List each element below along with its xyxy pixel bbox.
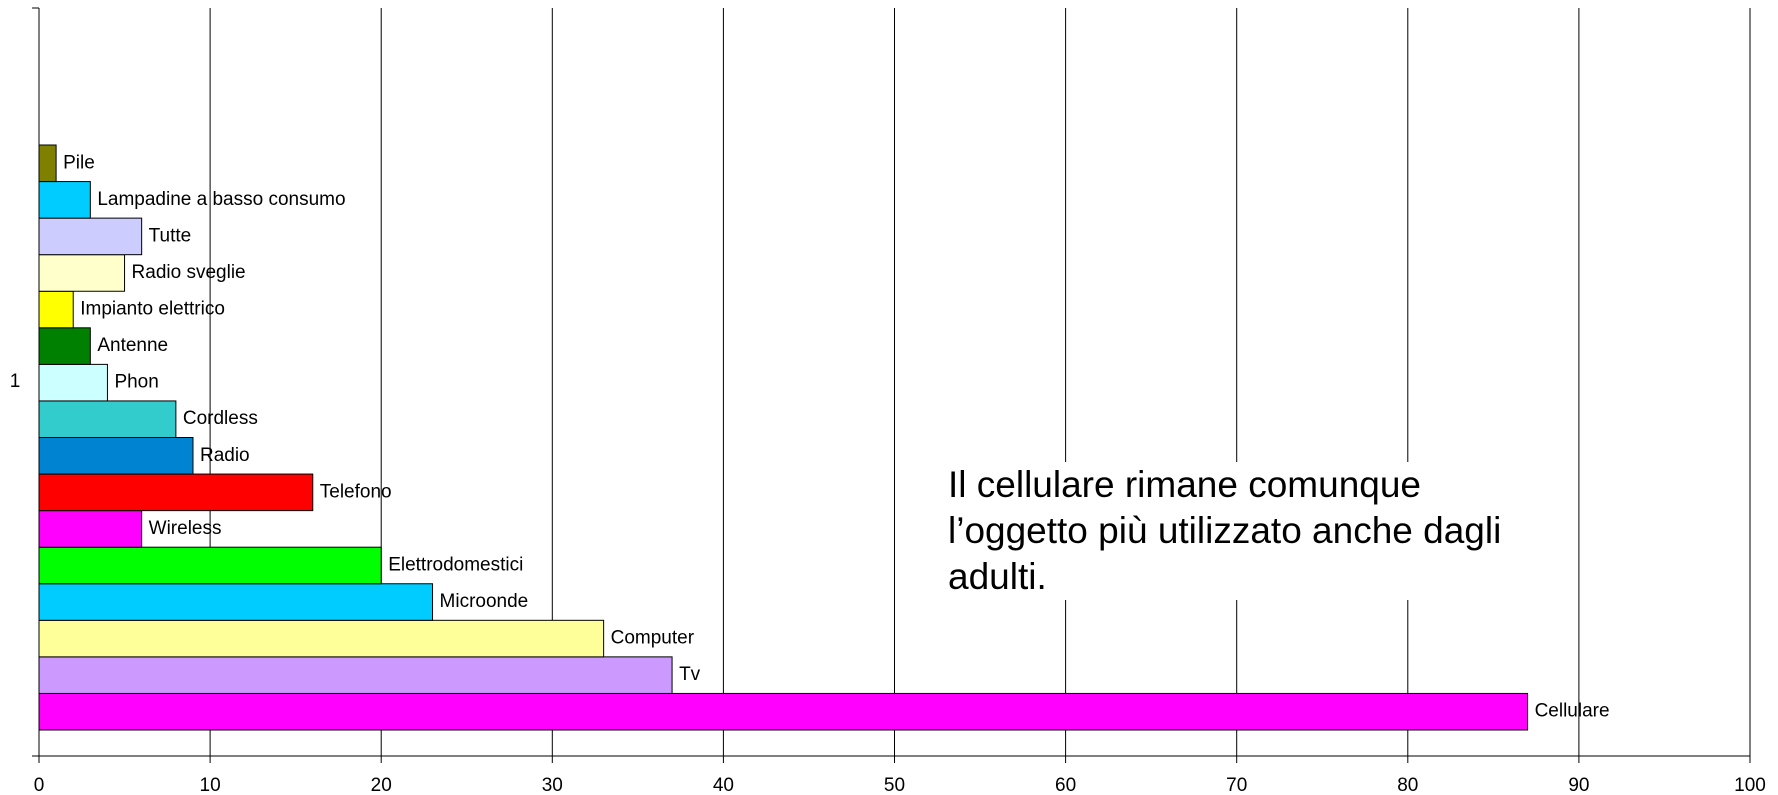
x-tick-label: 60	[1055, 775, 1076, 795]
x-tick-label: 20	[371, 775, 392, 795]
bar	[38, 546, 382, 585]
x-tick-label: 10	[200, 775, 221, 795]
x-tick-label: 30	[542, 775, 563, 795]
bar	[38, 327, 91, 365]
series-label: Impianto elettrico	[80, 299, 225, 320]
x-tick-label: 90	[1568, 775, 1589, 795]
x-tick-label: 50	[884, 775, 905, 795]
bar	[38, 619, 605, 658]
x-tick-label: 40	[713, 775, 734, 795]
bar	[38, 144, 57, 183]
bar	[38, 181, 91, 219]
series-label: Cellulare	[1535, 701, 1610, 722]
bar	[38, 692, 1529, 731]
series-label: Radio sveglie	[132, 262, 246, 283]
series-label: Tv	[679, 664, 701, 685]
series-label: Telefono	[320, 481, 392, 502]
series-label: Lampadine a basso consumo	[97, 189, 345, 210]
series-label: Radio	[200, 445, 250, 466]
series-label: Tutte	[149, 225, 192, 246]
bar	[38, 510, 143, 548]
bar	[38, 290, 74, 329]
y-tick-label: 1	[10, 371, 21, 392]
x-tick-label: 70	[1226, 775, 1247, 795]
series-label: Elettrodomestici	[388, 554, 523, 575]
bar	[38, 583, 434, 621]
x-tick-label: 80	[1397, 775, 1418, 795]
series-label: Cordless	[183, 408, 258, 429]
x-tick-label: 100	[1734, 775, 1766, 795]
x-tick-label: 0	[34, 775, 45, 795]
bar	[38, 363, 108, 402]
bar	[38, 437, 194, 475]
bar	[38, 400, 177, 438]
bar	[38, 217, 143, 256]
series-label: Pile	[63, 152, 95, 173]
annotation: Il cellulare rimane comunque l’oggetto p…	[944, 462, 1542, 600]
series-label: Microonde	[440, 591, 529, 612]
bar	[38, 473, 314, 512]
series-label: Phon	[114, 372, 158, 393]
series-label: Wireless	[149, 518, 222, 539]
series-label: Computer	[611, 628, 695, 649]
series-label: Antenne	[97, 335, 168, 356]
bar	[38, 656, 673, 694]
bar	[38, 254, 126, 292]
